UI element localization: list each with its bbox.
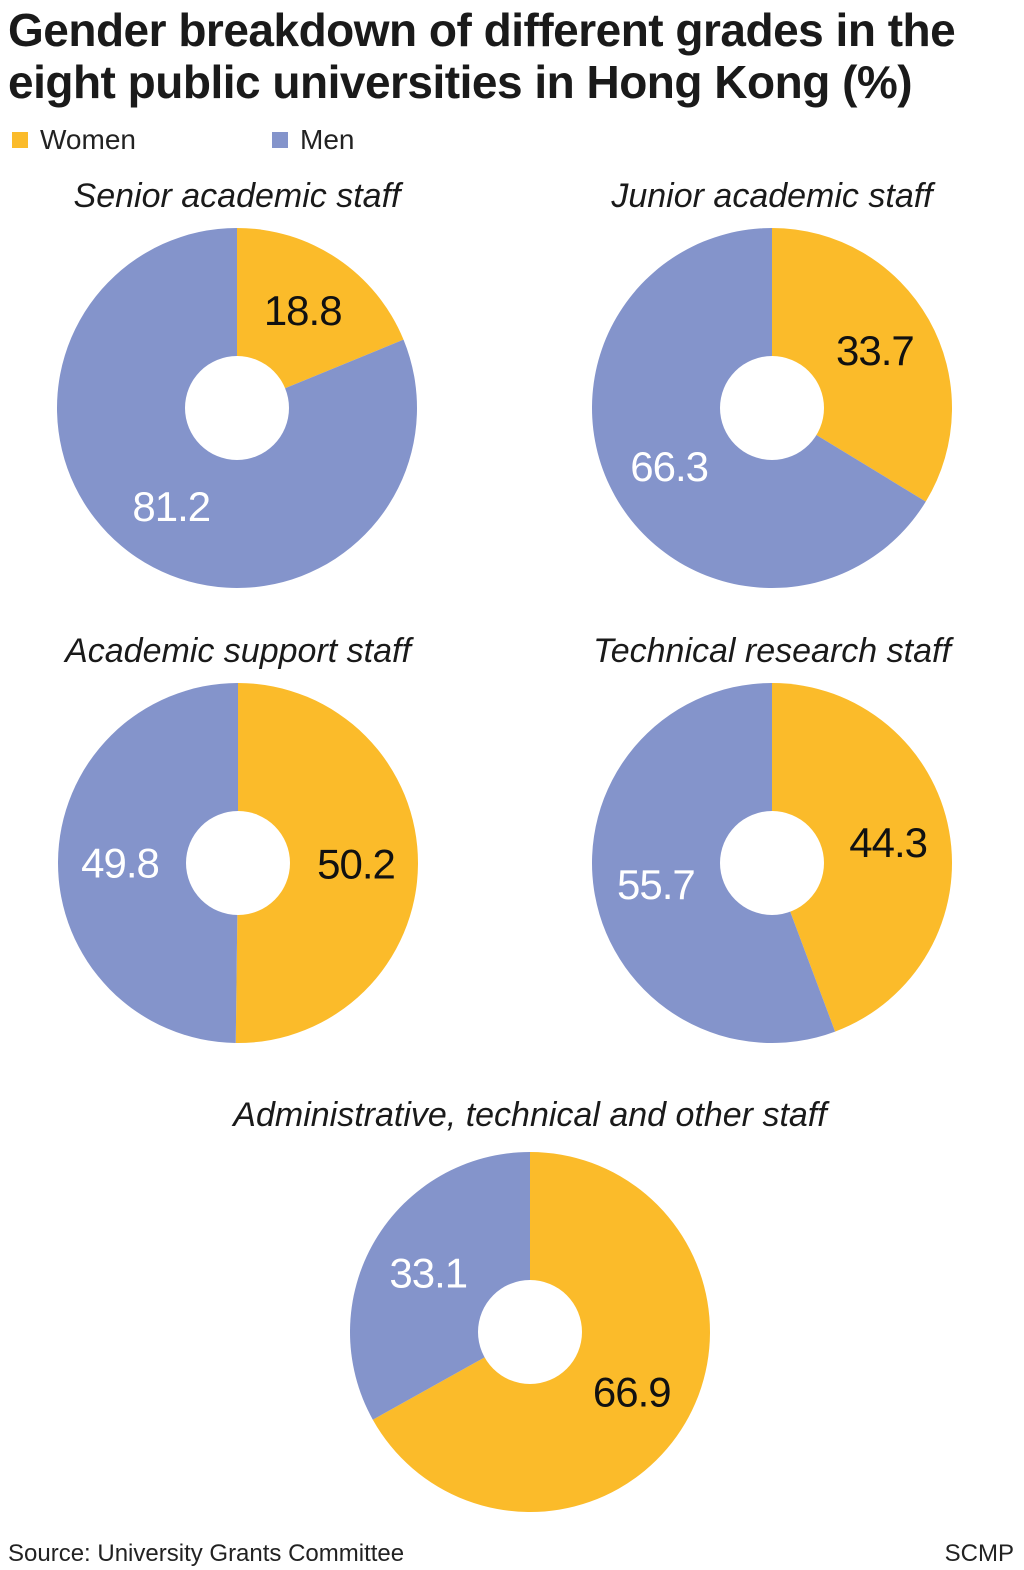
donut-title: Technical research staff: [593, 632, 954, 670]
donut-title: Academic support staff: [63, 632, 414, 670]
data-label-women: 33.7: [836, 327, 914, 374]
legend-item-men: Men: [272, 124, 354, 156]
legend-swatch-men: [272, 132, 288, 148]
legend-label-women: Women: [40, 124, 136, 155]
donut-hole: [478, 1280, 582, 1384]
donut-title: Administrative, technical and other staf…: [231, 1096, 830, 1134]
slice-men: [57, 683, 238, 1043]
slice-men: [592, 683, 836, 1043]
donut-hole: [186, 811, 290, 915]
data-label-men: 55.7: [617, 861, 695, 908]
legend-swatch-women: [12, 132, 28, 148]
data-label-men: 49.8: [81, 839, 159, 886]
donut-hole: [720, 811, 824, 915]
donut-chart-5: Administrative, technical and other staf…: [231, 1096, 830, 1512]
donut-chart-3: Academic support staff 50.2 49.8: [57, 632, 418, 1043]
slice-women: [237, 228, 404, 408]
data-label-men: 33.1: [389, 1249, 467, 1296]
data-label-women: 18.8: [264, 287, 342, 334]
donut-chart-2: Junior academic staff 33.7 66.3: [592, 177, 953, 588]
donut-hole: [185, 356, 289, 460]
chart-title: Gender breakdown of different grades in …: [8, 4, 956, 108]
donut-title: Senior academic staff: [74, 177, 404, 215]
data-label-men: 66.3: [630, 443, 708, 490]
slice-women: [772, 683, 953, 1032]
legend-label-men: Men: [300, 124, 355, 155]
donut-hole: [720, 356, 824, 460]
donut-chart-1: Senior academic staff 18.8 81.2: [56, 177, 417, 588]
data-label-women: 44.3: [849, 819, 927, 866]
legend-item-women: Women: [12, 124, 136, 156]
donut-chart-4: Technical research staff 44.3 55.7: [592, 632, 954, 1043]
source-note: Source: University Grants Committee: [8, 1540, 405, 1567]
slice-women: [235, 683, 418, 1043]
data-label-women: 50.2: [317, 841, 395, 888]
donut-title: Junior academic staff: [610, 177, 936, 215]
credit: SCMP: [944, 1540, 1014, 1567]
data-label-women: 66.9: [593, 1369, 671, 1416]
data-label-men: 81.2: [132, 483, 210, 530]
